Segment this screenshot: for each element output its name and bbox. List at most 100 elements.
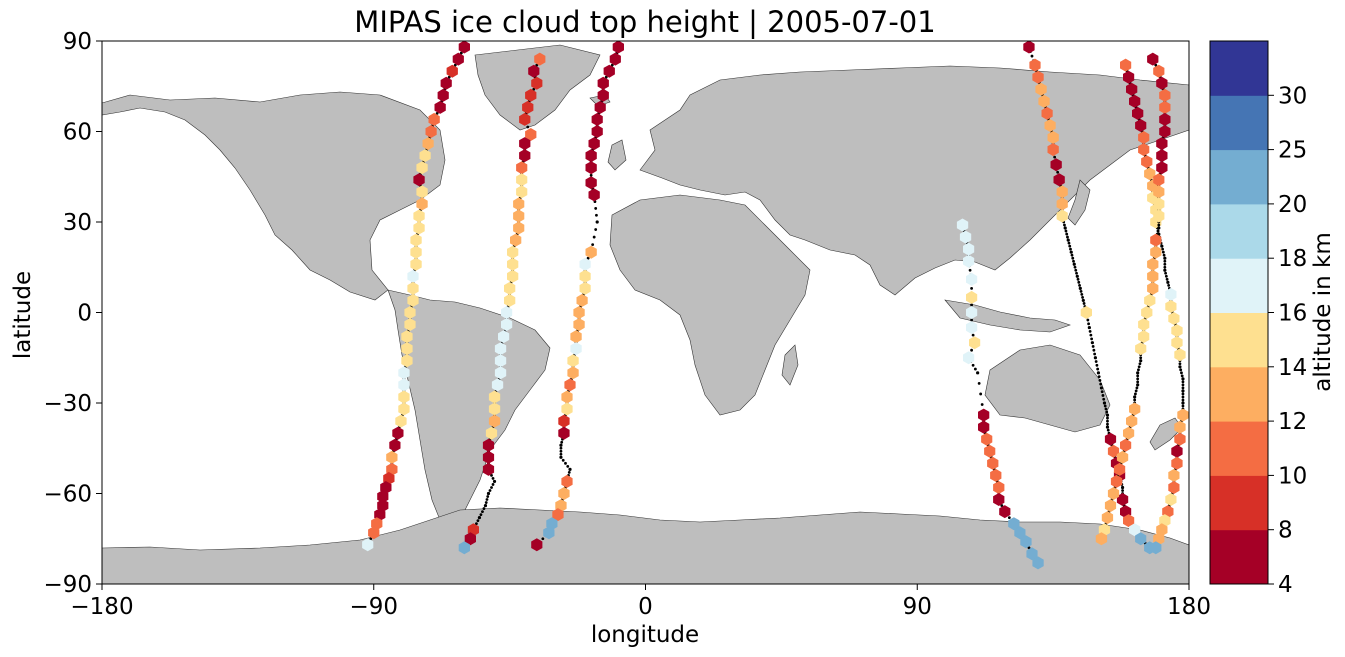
- colorbar-tick-label: 14: [1278, 355, 1307, 381]
- cloud-marker: [1153, 173, 1165, 187]
- cloud-marker: [1174, 432, 1186, 446]
- colorbar-tick-label: 8: [1278, 518, 1293, 544]
- track-dot: [1096, 371, 1101, 375]
- cloud-marker: [561, 390, 573, 404]
- cloud-marker: [504, 281, 516, 295]
- track-dot: [1137, 368, 1140, 372]
- cloud-marker: [416, 197, 428, 211]
- cloud-marker: [1150, 541, 1162, 555]
- cloud-marker: [585, 149, 597, 163]
- cloud-marker: [534, 52, 546, 66]
- track-dot: [1157, 223, 1161, 227]
- cloud-marker: [1035, 82, 1047, 96]
- cloud-marker: [966, 290, 978, 304]
- track-dot: [1181, 380, 1185, 384]
- cloud-marker: [966, 272, 978, 286]
- cloud-marker: [488, 414, 501, 428]
- cloud-marker: [585, 245, 597, 259]
- cloud-marker: [612, 40, 624, 54]
- cloud-marker: [377, 490, 389, 503]
- x-tick-label: 90: [903, 594, 932, 620]
- cloud-marker: [1171, 324, 1183, 338]
- cloud-marker: [552, 508, 564, 522]
- cloud-marker: [558, 487, 570, 500]
- cloud-marker: [963, 254, 975, 268]
- track-dot: [1072, 262, 1076, 266]
- track-dot: [1105, 413, 1110, 417]
- track-dot: [1078, 283, 1081, 287]
- track-dot: [970, 348, 973, 352]
- track-dot: [1097, 375, 1101, 379]
- cloud-marker: [564, 378, 576, 392]
- track-dot: [1102, 401, 1107, 405]
- cloud-marker: [1056, 185, 1068, 199]
- cloud-marker: [987, 456, 999, 470]
- cloud-marker: [990, 468, 1002, 482]
- cloud-marker: [567, 366, 579, 380]
- cloud-marker: [1156, 149, 1168, 163]
- cloud-marker: [395, 414, 407, 428]
- cloud-marker: [1008, 517, 1020, 531]
- cloud-marker: [398, 402, 410, 416]
- track-dot: [1136, 383, 1140, 387]
- track-dot: [1179, 368, 1183, 372]
- cloud-marker: [959, 230, 972, 244]
- track-dot: [1093, 356, 1097, 360]
- cloud-marker: [978, 408, 990, 422]
- cloud-marker: [1147, 281, 1159, 295]
- track-dot: [1136, 377, 1140, 381]
- cloud-marker: [482, 462, 495, 476]
- cloud-marker: [1107, 444, 1120, 458]
- cloud-marker: [1014, 526, 1026, 540]
- track-dot: [490, 474, 493, 477]
- cloud-marker: [1168, 468, 1180, 482]
- track-dot: [453, 63, 457, 67]
- cloud-marker: [579, 281, 591, 295]
- cloud-marker: [1138, 143, 1150, 157]
- track-dot: [1056, 170, 1060, 174]
- land-new-zealand: [1149, 417, 1183, 451]
- track-dot: [1071, 256, 1075, 260]
- track-dot: [1068, 244, 1072, 248]
- cloud-marker: [413, 173, 425, 187]
- cloud-marker: [1023, 40, 1035, 54]
- cloud-marker: [516, 173, 528, 187]
- cloud-marker: [966, 306, 978, 319]
- track-dot: [559, 455, 563, 459]
- track-dot: [560, 440, 564, 444]
- track-dot: [968, 268, 972, 272]
- track-dot: [1081, 298, 1085, 303]
- track-dot: [1163, 262, 1167, 266]
- y-tick-label: −30: [43, 391, 92, 417]
- track-dot: [1099, 382, 1103, 386]
- cloud-marker: [525, 128, 537, 141]
- colorbar-label: altitude in km: [1310, 232, 1336, 392]
- cloud-marker: [1144, 167, 1156, 181]
- cloud-marker: [1177, 408, 1189, 422]
- track-dot: [532, 87, 536, 91]
- track-dot: [1079, 289, 1083, 293]
- cloud-marker: [1126, 414, 1138, 428]
- track-dot: [1181, 392, 1185, 396]
- track-dot: [490, 486, 493, 489]
- cloud-marker: [609, 52, 621, 66]
- track-dot: [559, 443, 563, 447]
- colorbar-segment: [1210, 149, 1268, 205]
- cloud-marker: [570, 342, 582, 356]
- cloud-marker: [1020, 535, 1032, 549]
- cloud-marker: [1056, 209, 1068, 223]
- cloud-marker: [963, 242, 975, 256]
- track-dot: [1087, 325, 1091, 330]
- cloud-marker: [594, 100, 606, 114]
- cloud-marker: [1113, 462, 1126, 476]
- cloud-marker: [404, 318, 416, 332]
- track-dot: [1073, 265, 1077, 269]
- cloud-marker: [1135, 532, 1147, 546]
- track-dot: [1135, 386, 1139, 390]
- cloud-marker: [1104, 499, 1117, 513]
- cloud-marker: [1171, 444, 1183, 458]
- track-dot: [973, 367, 977, 371]
- track-dot: [1030, 54, 1034, 58]
- track-dot: [594, 228, 598, 231]
- cloud-marker: [585, 161, 597, 175]
